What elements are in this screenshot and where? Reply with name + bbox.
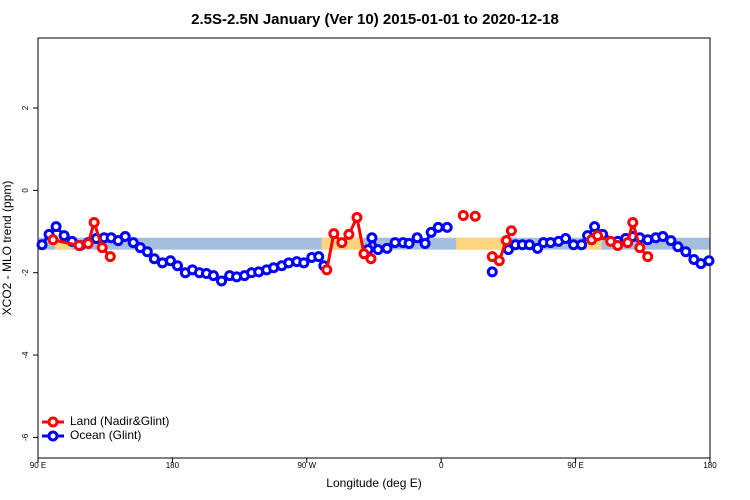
point [589,221,601,233]
point [82,237,94,249]
point [419,237,431,249]
point [58,230,70,242]
point [313,251,325,263]
point [680,246,692,258]
point [411,232,423,244]
band [456,237,507,250]
point [657,230,669,242]
y-tick-label: 2 [21,105,30,110]
legend-marker [47,416,59,428]
point [457,209,469,221]
point [328,228,340,240]
point [441,221,453,233]
point [171,260,183,272]
point [486,266,498,278]
y-tick-label: -2 [21,269,30,277]
point [351,212,363,224]
point [298,257,310,269]
point [148,253,160,265]
x-tick-label: 180 [703,461,717,470]
point [366,232,378,244]
point [381,242,393,254]
point [321,264,333,276]
point [36,239,48,251]
point [505,225,517,237]
point [500,235,512,247]
point [216,275,228,287]
y-tick-label: 0 [21,188,30,193]
point [164,255,176,267]
point [88,216,100,228]
legend-label: Land (Nadir&Glint) [70,414,169,428]
point [47,234,59,246]
x-axis-label: Longitude (deg E) [326,476,421,490]
chart-title: 2.5S-2.5N January (Ver 10) 2015-01-01 to… [191,11,559,28]
x-tick-label: 90 E [567,461,583,470]
point [493,255,505,267]
point [358,248,370,260]
band [55,237,73,250]
point [560,233,572,245]
point [642,251,654,263]
point [627,216,639,228]
point [576,239,588,251]
x-tick-label: 90 E [30,461,46,470]
point [672,241,684,253]
point [141,246,153,258]
x-tick-label: 0 [439,461,444,470]
point [207,270,219,282]
point [96,242,108,254]
point [127,237,139,249]
point [104,251,116,263]
point [50,221,62,233]
y-tick-label: -6 [21,433,30,441]
point [432,221,444,233]
point [469,210,481,222]
point [612,240,624,252]
point [622,237,634,249]
point [336,237,348,249]
x-tick-label: 180 [166,461,180,470]
point [365,253,377,265]
legend-label: Ocean (Glint) [70,428,141,442]
point [703,255,715,267]
point [592,230,604,242]
point [119,230,131,242]
y-tick-label: -4 [21,351,30,359]
point [403,237,415,249]
point [343,228,355,240]
y-axis-label: XCO2 - MLO trend (ppm) [0,181,14,316]
point [425,226,437,238]
x-tick-label: 90 W [297,461,316,470]
point [665,235,677,247]
point [73,240,85,252]
point [372,244,384,256]
point [634,242,646,254]
legend-marker [47,430,59,442]
